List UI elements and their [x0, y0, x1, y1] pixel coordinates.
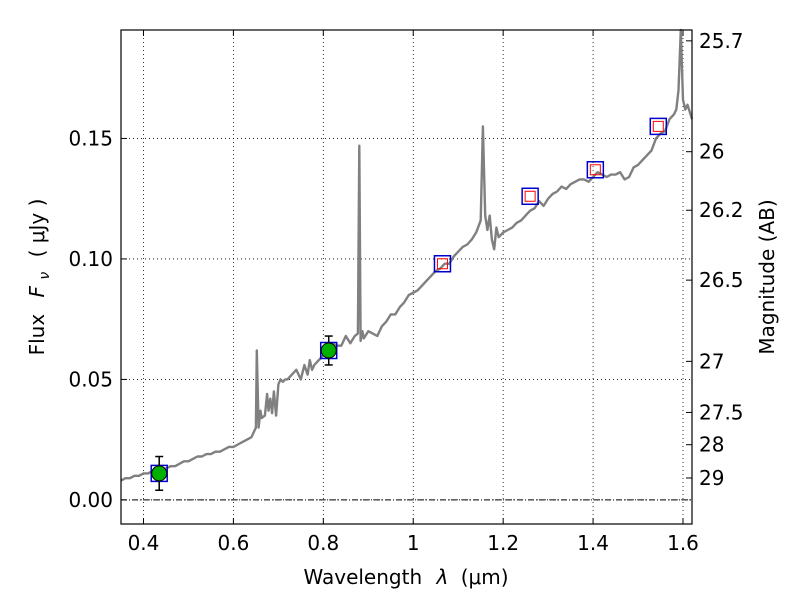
x-axis-label-unit: (μm) [461, 565, 509, 589]
spectrum-layer [120, 28, 694, 482]
photometry-point [151, 465, 168, 482]
x-tick-label: 1.6 [667, 531, 699, 555]
y-axis-label-unit: ( μJy ) [25, 199, 49, 258]
y-axis-label: Flux F ν ( μJy ) [25, 199, 54, 356]
y-axis-label-subscript: ν [37, 272, 53, 280]
x-tick-label: 0.6 [217, 531, 249, 555]
plot-frame [120, 29, 693, 525]
y2-tick-label: 26.5 [699, 268, 744, 292]
x-axis-label-text: Wavelength [303, 565, 422, 589]
y-tick-label: 0.05 [68, 367, 113, 391]
plot-area [121, 30, 692, 524]
model-point-box [649, 117, 668, 136]
y-tick-label: 0.00 [68, 488, 113, 512]
y-axis-label-symbol: F [25, 285, 49, 297]
x-tick-label: 0.4 [128, 531, 160, 555]
y2-tick-label: 26.2 [699, 198, 744, 222]
spectrum-line [120, 28, 694, 482]
model-point-inner [652, 120, 664, 132]
x-tick-label: 0.8 [307, 531, 339, 555]
x-axis-label: Wavelength λ (μm) [303, 565, 508, 589]
y-tick-label: 0.15 [68, 126, 113, 150]
y2-tick-label: 26 [699, 140, 724, 164]
y2-tick-label: 27 [699, 349, 724, 373]
model-point-box [521, 187, 539, 206]
model-point-inner [524, 190, 536, 202]
x-tick-label: 1.2 [487, 531, 519, 555]
y-tick-label: 0.10 [68, 247, 113, 271]
x-axis-label-symbol: λ [436, 565, 449, 589]
y2-tick-label: 25.7 [699, 29, 744, 53]
y-axis-label-text: Flux [25, 314, 49, 356]
x-tick-label: 1 [407, 531, 420, 555]
points-layer [150, 117, 668, 492]
model-point-box [433, 254, 452, 273]
y2-axis-label: Magnitude (AB) [755, 199, 779, 354]
model-point-inner [589, 164, 601, 176]
ticks: 0.4 0.6 0.8 1 1.2 1.4 1.6 0.00 0.05 0.10 0.15 25.7 2… [68, 29, 743, 555]
y2-tick-label: 27.5 [699, 400, 744, 424]
model-point-box [586, 161, 605, 179]
x-tick-label: 1.4 [577, 531, 609, 555]
photometry-point [320, 342, 337, 359]
y2-tick-label: 29 [699, 466, 724, 490]
y2-tick-label: 28 [699, 433, 724, 457]
model-point-inner [436, 258, 448, 270]
